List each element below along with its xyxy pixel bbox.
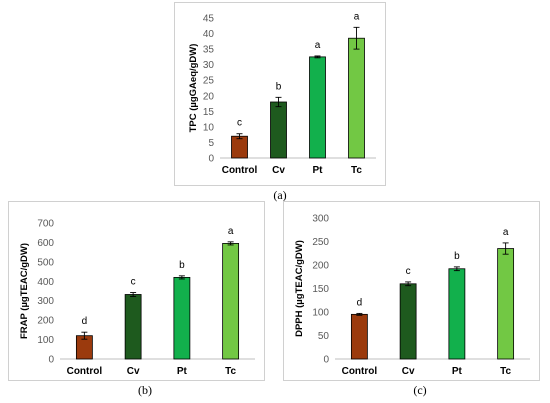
x-category-label: Pt — [177, 366, 188, 377]
y-tick-label: 20 — [203, 91, 215, 102]
chart-b-frap: 0 100 200 300 400 500 600 700 FRAP (µgTEAC/gDW) d… — [8, 201, 265, 381]
significance-label: c — [237, 118, 242, 129]
caption-a: (a) — [273, 188, 287, 202]
y-tick-label: 30 — [203, 60, 215, 71]
error-bar-pt — [178, 275, 185, 280]
chart-c-svg: 0 50 100 150 200 250 300 DPPH (µgTEAC/gDW) d Cont… — [283, 201, 540, 381]
bar-tc — [497, 248, 515, 360]
error-bar-control — [81, 331, 88, 340]
y-tick-label: 600 — [37, 238, 54, 249]
bar-pt — [173, 277, 191, 360]
y-tick-label: 25 — [203, 76, 215, 87]
bar-pt — [309, 56, 326, 159]
y-tick-label: 35 — [203, 45, 215, 56]
y-tick-label: 500 — [37, 257, 54, 268]
y-tick-label: 10 — [203, 122, 215, 133]
significance-label: c — [131, 277, 136, 288]
significance-label: b — [454, 251, 460, 262]
y-tick-label: 0 — [323, 355, 329, 366]
y-tick-label: 700 — [37, 219, 54, 230]
y-tick-label: 0 — [208, 154, 214, 165]
bar-tc — [348, 37, 365, 159]
error-bar-cv — [275, 96, 282, 108]
x-category-label: Tc — [225, 366, 236, 377]
significance-label: a — [354, 11, 360, 22]
y-tick-label: 250 — [312, 237, 329, 248]
y-tick-label: 200 — [312, 261, 329, 272]
y-tick-label: 100 — [312, 308, 329, 319]
caption-b: (b) — [138, 383, 152, 397]
significance-label: a — [228, 226, 234, 237]
chart-c-dpph: 0 50 100 150 200 250 300 DPPH (µgTEAC/gDW) d Cont… — [283, 201, 540, 381]
significance-label: b — [179, 260, 185, 271]
bar-control — [350, 313, 368, 360]
significance-label: d — [357, 297, 363, 308]
y-tick-label: 40 — [203, 29, 215, 40]
error-bar-cv — [405, 281, 412, 287]
error-bar-tc — [353, 26, 360, 50]
chart-a-tpc: 0 5 10 15 20 25 30 35 40 45 TPC (µgGAeq/gDW) c Contr… — [174, 2, 386, 186]
y-tick-label: 150 — [312, 284, 329, 295]
bar-cv — [270, 101, 287, 159]
y-tick-label: 15 — [203, 107, 215, 118]
bar-cv — [124, 294, 142, 360]
y-tick-label: 300 — [37, 296, 54, 307]
significance-label: a — [503, 227, 509, 238]
significance-label: c — [406, 266, 411, 277]
bar-control — [231, 135, 248, 159]
chart-b-y-axis-title: FRAP (µgTEAC/gDW) — [19, 243, 30, 339]
x-category-label: Control — [342, 366, 378, 377]
y-tick-label: 200 — [37, 316, 54, 327]
significance-label: b — [276, 81, 282, 92]
bar-pt — [448, 268, 466, 360]
chart-c-y-axis-title: DPPH (µgTEAC/gDW) — [294, 240, 305, 337]
error-bar-control — [356, 312, 363, 316]
chart-a-svg: 0 5 10 15 20 25 30 35 40 45 TPC (µgGAeq/gDW) c Contr… — [174, 2, 386, 186]
y-tick-label: 0 — [48, 355, 54, 366]
bar-tc — [222, 243, 240, 360]
y-tick-label: 400 — [37, 277, 54, 288]
x-category-label: Cv — [127, 366, 140, 377]
chart-a-y-axis-title: TPC (µgGAeq/gDW) — [188, 44, 199, 133]
x-category-label: Pt — [313, 165, 324, 176]
chart-b-svg: 0 100 200 300 400 500 600 700 FRAP (µgTEAC/gDW) d… — [8, 201, 265, 381]
error-bar-control — [236, 133, 243, 140]
x-category-label: Cv — [272, 165, 285, 176]
x-category-label: Control — [67, 366, 103, 377]
significance-label: d — [82, 316, 88, 327]
y-tick-label: 50 — [318, 331, 330, 342]
y-tick-label: 45 — [203, 14, 215, 25]
caption-c: (c) — [413, 383, 427, 397]
bar-cv — [399, 283, 417, 360]
x-category-label: Control — [222, 165, 258, 176]
x-category-label: Tc — [351, 165, 362, 176]
error-bar-tc — [502, 242, 509, 255]
error-bar-pt — [314, 55, 321, 59]
y-tick-label: 300 — [312, 214, 329, 225]
error-bar-pt — [453, 266, 460, 272]
x-category-label: Pt — [452, 366, 463, 377]
y-tick-label: 100 — [37, 335, 54, 346]
significance-label: a — [315, 40, 321, 51]
error-bar-cv — [130, 292, 137, 297]
x-category-label: Tc — [500, 366, 511, 377]
x-category-label: Cv — [402, 366, 415, 377]
error-bar-tc — [227, 241, 234, 246]
y-tick-label: 5 — [208, 138, 214, 149]
